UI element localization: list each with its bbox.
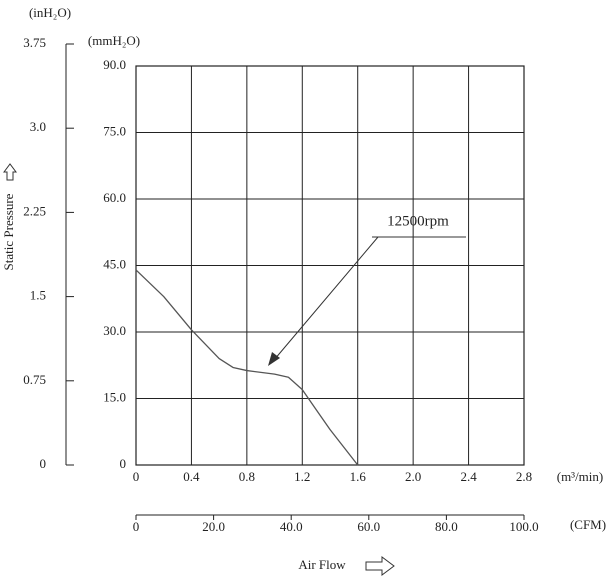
x-tick-label: 0.8 <box>239 469 255 484</box>
arrow-head <box>268 352 280 366</box>
y2-tick-label: 0.75 <box>23 372 46 387</box>
annotation-arrow <box>273 236 379 361</box>
x2-tick-label: 100.0 <box>509 519 538 534</box>
y-axis-title: Static Pressure <box>1 193 16 270</box>
x-tick-label: 0 <box>133 469 140 484</box>
x-arrow <box>365 556 395 576</box>
y-tick-label: 15.0 <box>103 389 126 404</box>
y-unit: (mmH₂O) <box>88 33 140 48</box>
y2-tick-label: 1.5 <box>30 288 46 303</box>
x-unit: (m³/min) <box>557 469 604 484</box>
plot-frame <box>135 65 525 466</box>
x2-tick-label: 40.0 <box>280 519 303 534</box>
x-tick-label: 2.8 <box>516 469 532 484</box>
y-arrow <box>3 163 17 181</box>
y-tick-label: 30.0 <box>103 323 126 338</box>
y2-tick-label: 0 <box>40 456 47 471</box>
x2-tick-label: 60.0 <box>357 519 380 534</box>
x2-tick-label: 0 <box>133 519 140 534</box>
x-tick-label: 2.0 <box>405 469 421 484</box>
y2-unit: (inH₂O) <box>29 5 71 20</box>
x-axis-title: Air Flow <box>298 557 346 572</box>
x2-tick-label: 20.0 <box>202 519 225 534</box>
y-tick-label: 60.0 <box>103 190 126 205</box>
y-tick-label: 90.0 <box>103 57 126 72</box>
y2-tick-label: 2.25 <box>23 203 46 218</box>
x-tick-label: 0.4 <box>183 469 200 484</box>
x-tick-label: 2.4 <box>460 469 477 484</box>
x2-tick-label: 80.0 <box>435 519 458 534</box>
y-tick-label: 75.0 <box>103 123 126 138</box>
annotation: 12500rpm <box>387 213 449 229</box>
x2-unit: (CFM) <box>570 517 606 532</box>
y-tick-label: 45.0 <box>103 256 126 271</box>
curve <box>135 269 359 466</box>
x-tick-label: 1.6 <box>350 469 367 484</box>
y2-tick-label: 3.75 <box>23 35 46 50</box>
y2-tick-label: 3.0 <box>30 119 46 134</box>
y-tick-label: 0 <box>120 456 127 471</box>
x-tick-label: 1.2 <box>294 469 310 484</box>
